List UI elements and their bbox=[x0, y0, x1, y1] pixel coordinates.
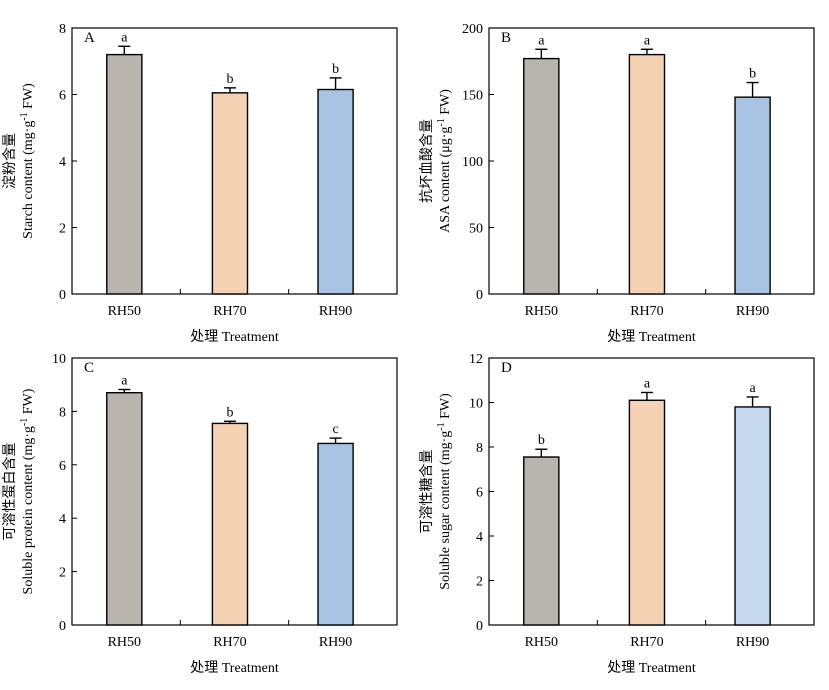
y-axis-title-en: Soluble protein content (mg·g-1 FW) bbox=[19, 388, 36, 594]
significance-label: a bbox=[121, 374, 128, 389]
bar-rh50 bbox=[106, 53, 143, 295]
y-tick-label: 6 bbox=[59, 89, 66, 104]
y-axis-title-unit: FW) bbox=[21, 83, 36, 113]
y-axis-title-en: ASA content (μg·g-1 FW) bbox=[436, 89, 453, 233]
y-axis-title-text: Soluble protein content (mg·g bbox=[21, 426, 36, 594]
x-tick-label: RH90 bbox=[736, 304, 769, 319]
x-tick-label: RH50 bbox=[525, 635, 558, 650]
panel-a: A 0 2 4 6 8 a RH50 b RH70 b RH90 处理 Treatment 淀粉含量 Sta… bbox=[2, 22, 398, 345]
significance-label: b bbox=[538, 433, 545, 448]
y-tick-label: 4 bbox=[59, 512, 66, 527]
x-tick-label: RH90 bbox=[319, 304, 352, 319]
panel-label: B bbox=[501, 30, 511, 46]
y-axis-title-unit: FW) bbox=[21, 388, 36, 418]
significance-label: a bbox=[538, 33, 545, 48]
y-axis-title-sup: -1 bbox=[436, 422, 447, 430]
bar-rh90 bbox=[317, 442, 354, 626]
x-axis-title: 处理 Treatment bbox=[190, 329, 279, 345]
y-axis-title-en: Soluble sugar content (mg·g-1 FW) bbox=[436, 393, 453, 590]
significance-label: b bbox=[226, 72, 233, 87]
x-tick-label: RH70 bbox=[213, 635, 246, 650]
bar-rh50 bbox=[106, 392, 143, 626]
x-tick-label: RH70 bbox=[630, 304, 663, 319]
y-tick-label: 12 bbox=[469, 352, 483, 367]
y-axis-title-text: Starch content (mg·g bbox=[21, 121, 36, 239]
significance-label: c bbox=[332, 422, 338, 437]
significance-label: b bbox=[332, 62, 339, 77]
x-axis-title: 处理 Treatment bbox=[190, 660, 279, 676]
panel-label: A bbox=[84, 30, 95, 46]
significance-label: b bbox=[749, 67, 756, 82]
y-tick-label: 0 bbox=[59, 288, 66, 303]
significance-label: b bbox=[226, 405, 233, 420]
y-tick-label: 0 bbox=[476, 288, 483, 303]
significance-label: a bbox=[749, 381, 756, 396]
y-axis-title-en: Starch content (mg·g-1 FW) bbox=[19, 83, 36, 239]
y-axis-title-sup: -1 bbox=[19, 418, 30, 426]
panel-b: B 0 50 100 150 200 a RH50 a RH70 b RH90 处理 Treatment… bbox=[419, 22, 815, 345]
bar-rh70 bbox=[628, 399, 666, 626]
significance-label: a bbox=[644, 33, 651, 48]
bar-rh70 bbox=[628, 53, 666, 295]
y-tick-label: 8 bbox=[476, 441, 483, 456]
bar-rh50 bbox=[523, 57, 560, 295]
y-tick-label: 0 bbox=[59, 619, 66, 634]
x-tick-label: RH90 bbox=[736, 635, 769, 650]
bar-rh90 bbox=[734, 406, 771, 626]
y-tick-label: 4 bbox=[476, 530, 483, 545]
y-tick-label: 6 bbox=[476, 486, 483, 501]
y-tick-label: 50 bbox=[469, 222, 483, 237]
y-axis-title-sup: -1 bbox=[19, 112, 30, 120]
y-tick-label: 6 bbox=[59, 459, 66, 474]
bar-rh90 bbox=[734, 96, 771, 295]
y-axis-title-cn: 可溶性蛋白含量 bbox=[2, 443, 18, 541]
x-tick-label: RH70 bbox=[630, 635, 663, 650]
y-axis-title-cn: 可溶性糖含量 bbox=[419, 450, 435, 534]
x-tick-label: RH70 bbox=[213, 304, 246, 319]
y-tick-label: 10 bbox=[52, 352, 66, 367]
y-tick-label: 100 bbox=[462, 155, 483, 170]
x-tick-label: RH50 bbox=[108, 304, 141, 319]
y-tick-label: 8 bbox=[59, 22, 66, 37]
x-axis-title: 处理 Treatment bbox=[607, 329, 696, 345]
y-tick-label: 150 bbox=[462, 89, 483, 104]
x-tick-label: RH90 bbox=[319, 635, 352, 650]
y-tick-label: 2 bbox=[59, 222, 66, 237]
y-axis-title-unit: FW) bbox=[438, 393, 453, 423]
x-tick-label: RH50 bbox=[108, 635, 141, 650]
y-tick-label: 200 bbox=[462, 22, 483, 37]
bar-rh90 bbox=[317, 88, 354, 295]
y-tick-label: 2 bbox=[476, 575, 483, 590]
y-axis-title-text: ASA content (μg·g bbox=[438, 127, 453, 233]
y-axis-title-sup: -1 bbox=[436, 118, 447, 126]
significance-label: a bbox=[644, 376, 651, 391]
bar-rh70 bbox=[211, 422, 249, 626]
significance-label: a bbox=[121, 30, 128, 45]
y-tick-label: 8 bbox=[59, 405, 66, 420]
x-tick-label: RH50 bbox=[525, 304, 558, 319]
y-tick-label: 10 bbox=[469, 397, 483, 412]
y-tick-label: 4 bbox=[59, 155, 66, 170]
y-axis-title-cn: 抗坏血酸含量 bbox=[419, 119, 435, 203]
y-axis-title-unit: FW) bbox=[438, 89, 453, 119]
bar-rh50 bbox=[523, 456, 560, 626]
y-tick-label: 0 bbox=[476, 619, 483, 634]
y-axis-title-text: Soluble sugar content (mg·g bbox=[438, 431, 453, 590]
bar-rh70 bbox=[211, 92, 249, 295]
panel-label: C bbox=[84, 360, 94, 376]
panel-c: C 0 2 4 6 8 10 a RH50 b RH70 c RH90 处理 Treatment 可溶性蛋白… bbox=[2, 352, 398, 676]
y-axis-title-cn: 淀粉含量 bbox=[2, 133, 18, 189]
panel-d: D 0 2 4 6 8 10 12 b RH50 a RH70 a RH90 处理 Treatment 可溶性… bbox=[419, 352, 815, 676]
y-tick-label: 2 bbox=[59, 566, 66, 581]
x-axis-title: 处理 Treatment bbox=[607, 660, 696, 676]
panel-label: D bbox=[501, 360, 512, 376]
